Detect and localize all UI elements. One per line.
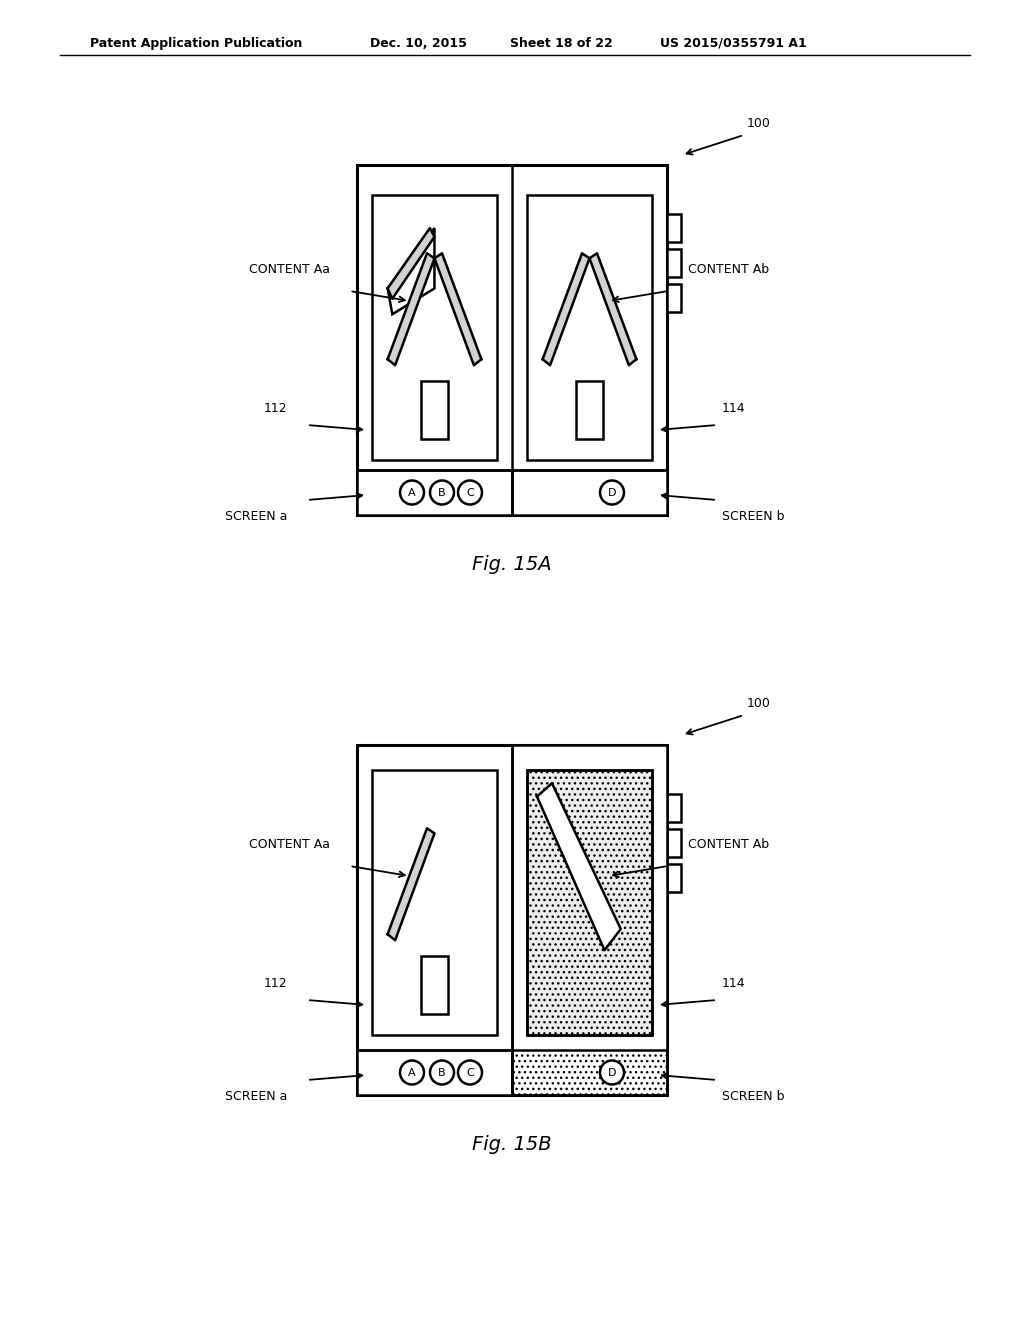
Bar (357, 1049, 512, 1096)
Bar (575, 380, 603, 438)
Bar (527, 770, 652, 1035)
Text: C: C (466, 1068, 474, 1077)
Text: 112: 112 (263, 977, 287, 990)
Text: US 2015/0355791 A1: US 2015/0355791 A1 (660, 37, 807, 50)
Circle shape (400, 480, 424, 504)
Bar (421, 956, 449, 1014)
Text: 114: 114 (722, 977, 745, 990)
Text: SCREEN a: SCREEN a (224, 510, 287, 523)
Text: A: A (409, 1068, 416, 1077)
Text: D: D (608, 487, 616, 498)
Text: 112: 112 (263, 403, 287, 414)
Bar (512, 1049, 667, 1096)
Bar (512, 470, 667, 515)
Text: SCREEN b: SCREEN b (722, 1090, 784, 1104)
Bar (372, 195, 497, 459)
Bar (667, 249, 681, 277)
Polygon shape (590, 253, 636, 366)
Text: B: B (438, 487, 445, 498)
Bar (667, 829, 681, 857)
Polygon shape (388, 829, 434, 940)
Text: C: C (466, 487, 474, 498)
Text: 114: 114 (722, 403, 745, 414)
Text: 100: 100 (746, 697, 771, 710)
Text: CONTENT Ab: CONTENT Ab (688, 838, 769, 851)
Text: Fig. 15A: Fig. 15A (472, 554, 552, 574)
Bar (421, 380, 449, 438)
Bar (357, 165, 667, 515)
Text: Fig. 15B: Fig. 15B (472, 1135, 552, 1154)
Text: Patent Application Publication: Patent Application Publication (90, 37, 302, 50)
Text: SCREEN a: SCREEN a (224, 1090, 287, 1104)
Bar (667, 284, 681, 312)
Bar (372, 770, 497, 1035)
Circle shape (400, 1060, 424, 1085)
Circle shape (600, 1060, 624, 1085)
Circle shape (458, 480, 482, 504)
Text: A: A (409, 487, 416, 498)
Bar (527, 770, 652, 1035)
Text: CONTENT Ab: CONTENT Ab (688, 263, 769, 276)
Text: D: D (608, 1068, 616, 1077)
Text: CONTENT Aa: CONTENT Aa (249, 263, 330, 276)
Polygon shape (434, 253, 481, 366)
Bar (667, 865, 681, 892)
Polygon shape (537, 783, 621, 950)
Bar (357, 744, 667, 1096)
Bar (667, 214, 681, 242)
Circle shape (430, 1060, 454, 1085)
Circle shape (600, 480, 624, 504)
Bar (512, 744, 667, 1096)
Text: B: B (438, 1068, 445, 1077)
Polygon shape (543, 253, 590, 366)
Bar (527, 770, 652, 1035)
Text: SCREEN b: SCREEN b (722, 510, 784, 523)
Text: CONTENT Aa: CONTENT Aa (249, 838, 330, 851)
Bar (667, 795, 681, 822)
Polygon shape (388, 228, 434, 314)
Circle shape (458, 1060, 482, 1085)
Bar (527, 195, 652, 459)
Text: Sheet 18 of 22: Sheet 18 of 22 (510, 37, 612, 50)
Text: Dec. 10, 2015: Dec. 10, 2015 (370, 37, 467, 50)
Circle shape (430, 480, 454, 504)
Polygon shape (388, 253, 434, 366)
Bar (357, 470, 512, 515)
Text: 100: 100 (746, 117, 771, 129)
Polygon shape (388, 228, 434, 298)
